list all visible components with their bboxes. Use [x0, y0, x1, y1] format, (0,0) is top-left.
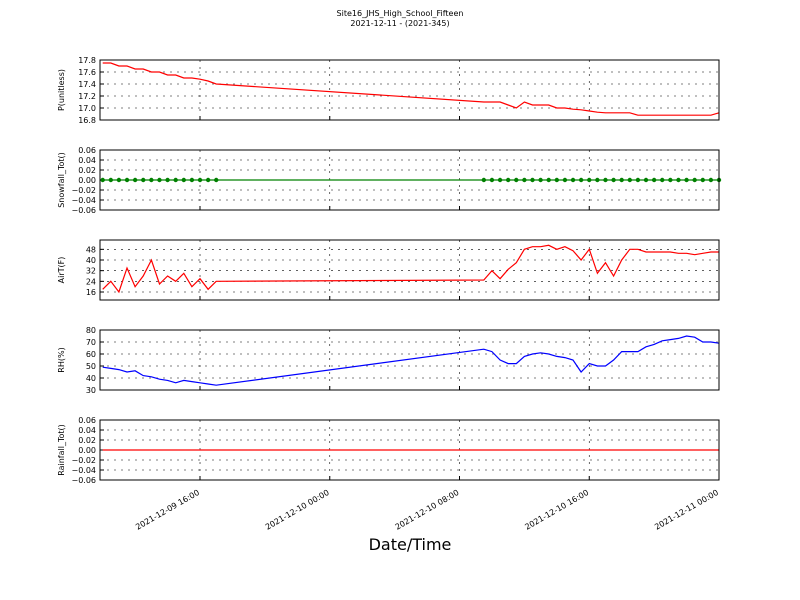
data-point [611, 177, 616, 183]
y-tick-label: 0.02 [78, 436, 96, 445]
data-point [173, 177, 178, 183]
y-axis-label: Rainfall_Tot() [57, 424, 66, 476]
y-tick-label: 0.00 [78, 446, 96, 455]
data-point [546, 177, 551, 183]
plot-frame [99, 239, 720, 301]
plot-frame [99, 329, 720, 391]
data-point [562, 177, 568, 183]
data-point [692, 177, 697, 183]
y-tick-label: 17.4 [78, 80, 96, 89]
data-point [522, 177, 527, 183]
y-axis-label: AirT(F) [57, 257, 66, 284]
data-point [627, 177, 632, 183]
data-point [181, 177, 186, 183]
data-point [651, 177, 657, 183]
y-tick-label: 0.02 [78, 166, 96, 175]
plot-frame [99, 59, 720, 121]
y-tick-label: 60 [86, 350, 96, 359]
y-tick-label: −0.06 [71, 476, 96, 485]
data-point [197, 177, 203, 183]
data-point [489, 177, 495, 183]
chart-subtitle: 2021-12-11 - (2021-345) [350, 19, 449, 28]
y-tick-label: 40 [86, 374, 96, 383]
y-tick-label: −0.04 [71, 466, 96, 475]
y-tick-label: 16.8 [78, 116, 96, 125]
y-tick-label: 0.04 [78, 156, 96, 165]
data-point [538, 177, 543, 183]
y-tick-label: 30 [86, 386, 96, 395]
y-tick-label: 0.06 [78, 146, 96, 155]
y-tick-label: 40 [86, 256, 96, 265]
data-point [505, 177, 511, 183]
data-point [619, 177, 624, 183]
y-axis-label: Snowfall_Tot() [57, 152, 66, 208]
y-tick-label: 50 [86, 362, 96, 371]
y-tick-label: 17.0 [78, 104, 96, 113]
y-axis-label: P(unitless) [57, 69, 66, 111]
data-point [668, 177, 673, 183]
data-point [635, 177, 641, 183]
data-point [603, 177, 608, 183]
y-tick-label: 0.04 [78, 426, 96, 435]
data-point [497, 177, 503, 183]
x-axis-label: Date/Time [369, 535, 452, 554]
data-point [157, 177, 162, 183]
data-point [578, 177, 584, 183]
data-point [554, 177, 560, 183]
plot-frame [99, 149, 720, 211]
data-point [684, 177, 689, 183]
series-line [102, 62, 720, 116]
y-tick-label: 24 [86, 277, 96, 286]
data-point [214, 177, 219, 183]
data-point [700, 177, 705, 183]
series-line [102, 335, 720, 386]
y-tick-label: −0.04 [71, 196, 96, 205]
y-tick-label: 32 [86, 267, 96, 276]
y-tick-label: 80 [86, 326, 96, 335]
y-tick-label: 0.06 [78, 416, 96, 425]
y-tick-label: 17.8 [78, 56, 96, 65]
chart-title: Site16_JHS_High_School_Fifteen [337, 9, 464, 18]
data-point [676, 177, 681, 183]
data-point [570, 177, 576, 183]
data-point [116, 177, 122, 183]
data-point [530, 177, 535, 183]
data-point [189, 177, 195, 183]
data-point [643, 177, 649, 183]
y-axis-label: RH(%) [57, 347, 66, 372]
data-point [514, 177, 519, 183]
y-tick-label: −0.02 [71, 456, 96, 465]
y-tick-label: 0.00 [78, 176, 96, 185]
data-point [708, 177, 714, 183]
data-point [124, 177, 130, 183]
data-point [100, 177, 105, 183]
y-tick-label: 70 [86, 338, 96, 347]
data-point [108, 177, 114, 183]
series-line [102, 244, 719, 294]
data-point [132, 177, 138, 183]
data-point [660, 177, 665, 183]
data-point [595, 177, 600, 183]
data-point [141, 177, 146, 183]
data-point [587, 177, 592, 183]
plot-frame [99, 419, 720, 481]
y-tick-label: 17.6 [78, 68, 96, 77]
y-tick-label: −0.06 [71, 206, 96, 215]
y-tick-label: −0.02 [71, 186, 96, 195]
y-tick-label: 16 [86, 288, 96, 297]
data-point [165, 177, 170, 183]
y-tick-label: 17.2 [78, 92, 96, 101]
data-point [205, 177, 211, 183]
data-point [481, 177, 487, 183]
data-point [149, 177, 154, 183]
y-tick-label: 48 [86, 245, 96, 254]
